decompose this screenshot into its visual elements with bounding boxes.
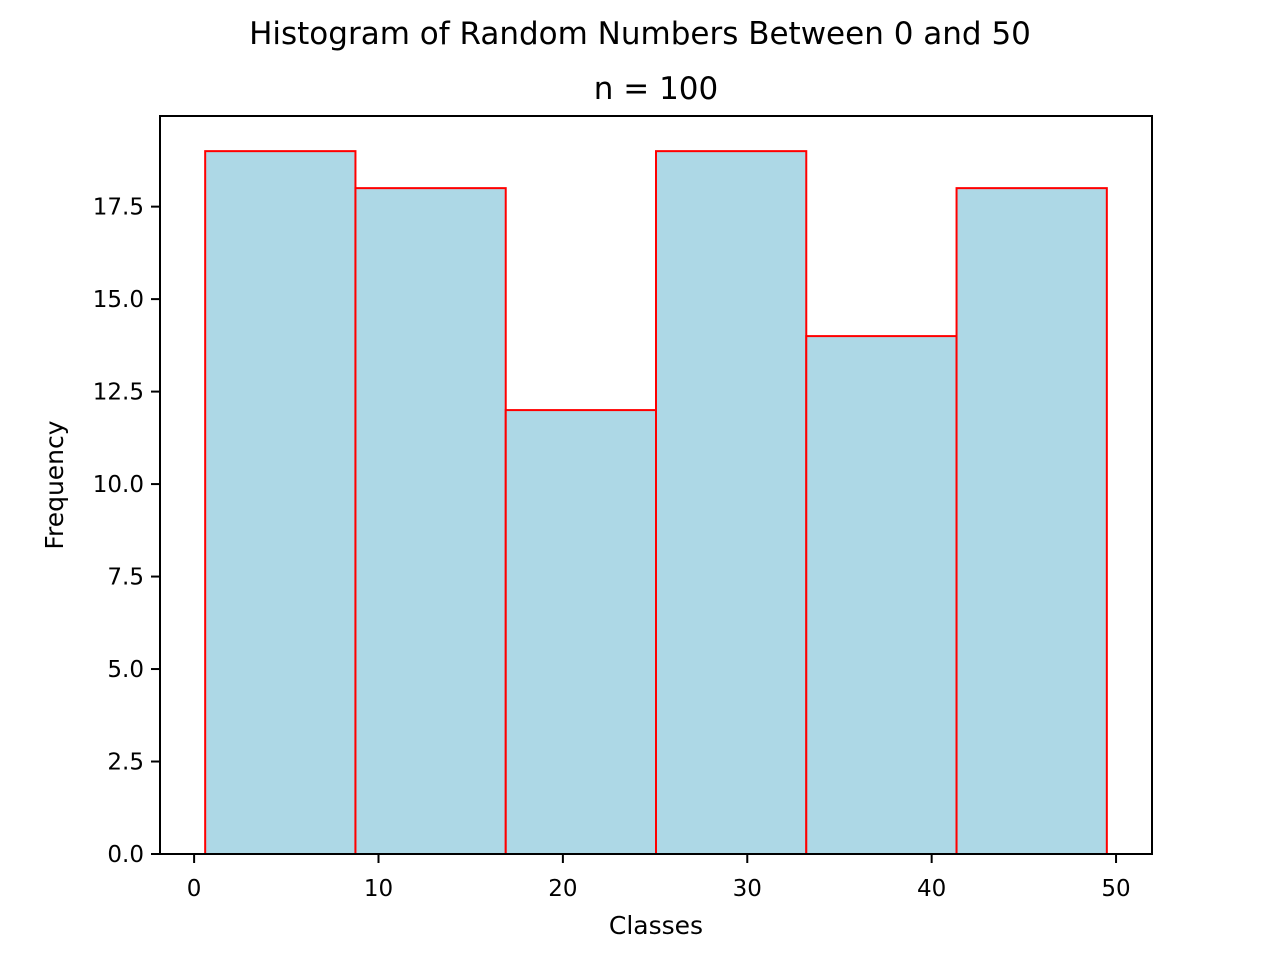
histogram-bar xyxy=(504,409,657,855)
y-tick-label: 15.0 xyxy=(93,287,144,313)
y-tick-label: 0.0 xyxy=(107,842,144,868)
y-tick-label: 12.5 xyxy=(93,380,144,406)
y-axis-ticks: 0.0 2.5 5.0 7.5 10.0 12.5 15.0 17.5 xyxy=(93,195,160,868)
histogram-bars xyxy=(204,150,1108,856)
chart-title: Histogram of Random Numbers Between 0 an… xyxy=(249,16,1031,52)
x-tick-label: 40 xyxy=(917,876,946,902)
x-tick-label: 0 xyxy=(187,876,202,902)
chart-subtitle: n = 100 xyxy=(594,71,719,107)
y-tick-label: 7.5 xyxy=(107,565,144,591)
y-tick-label: 5.0 xyxy=(107,657,144,683)
histogram-bar xyxy=(204,150,357,855)
x-axis-label: Classes xyxy=(609,911,703,940)
y-tick-label: 2.5 xyxy=(107,750,144,776)
x-tick-label: 30 xyxy=(733,876,762,902)
histogram-bar xyxy=(955,187,1108,856)
histogram-bar xyxy=(805,335,958,855)
x-tick-label: 20 xyxy=(548,876,577,902)
y-tick-label: 10.0 xyxy=(93,472,144,498)
histogram-bar xyxy=(354,187,507,856)
x-tick-label: 10 xyxy=(364,876,393,902)
y-tick-label: 17.5 xyxy=(93,195,144,221)
histogram-bar xyxy=(655,150,808,855)
x-tick-label: 50 xyxy=(1101,876,1130,902)
x-axis-ticks: 0 10 20 30 40 50 xyxy=(187,854,1131,902)
y-axis-label: Frequency xyxy=(40,420,69,549)
